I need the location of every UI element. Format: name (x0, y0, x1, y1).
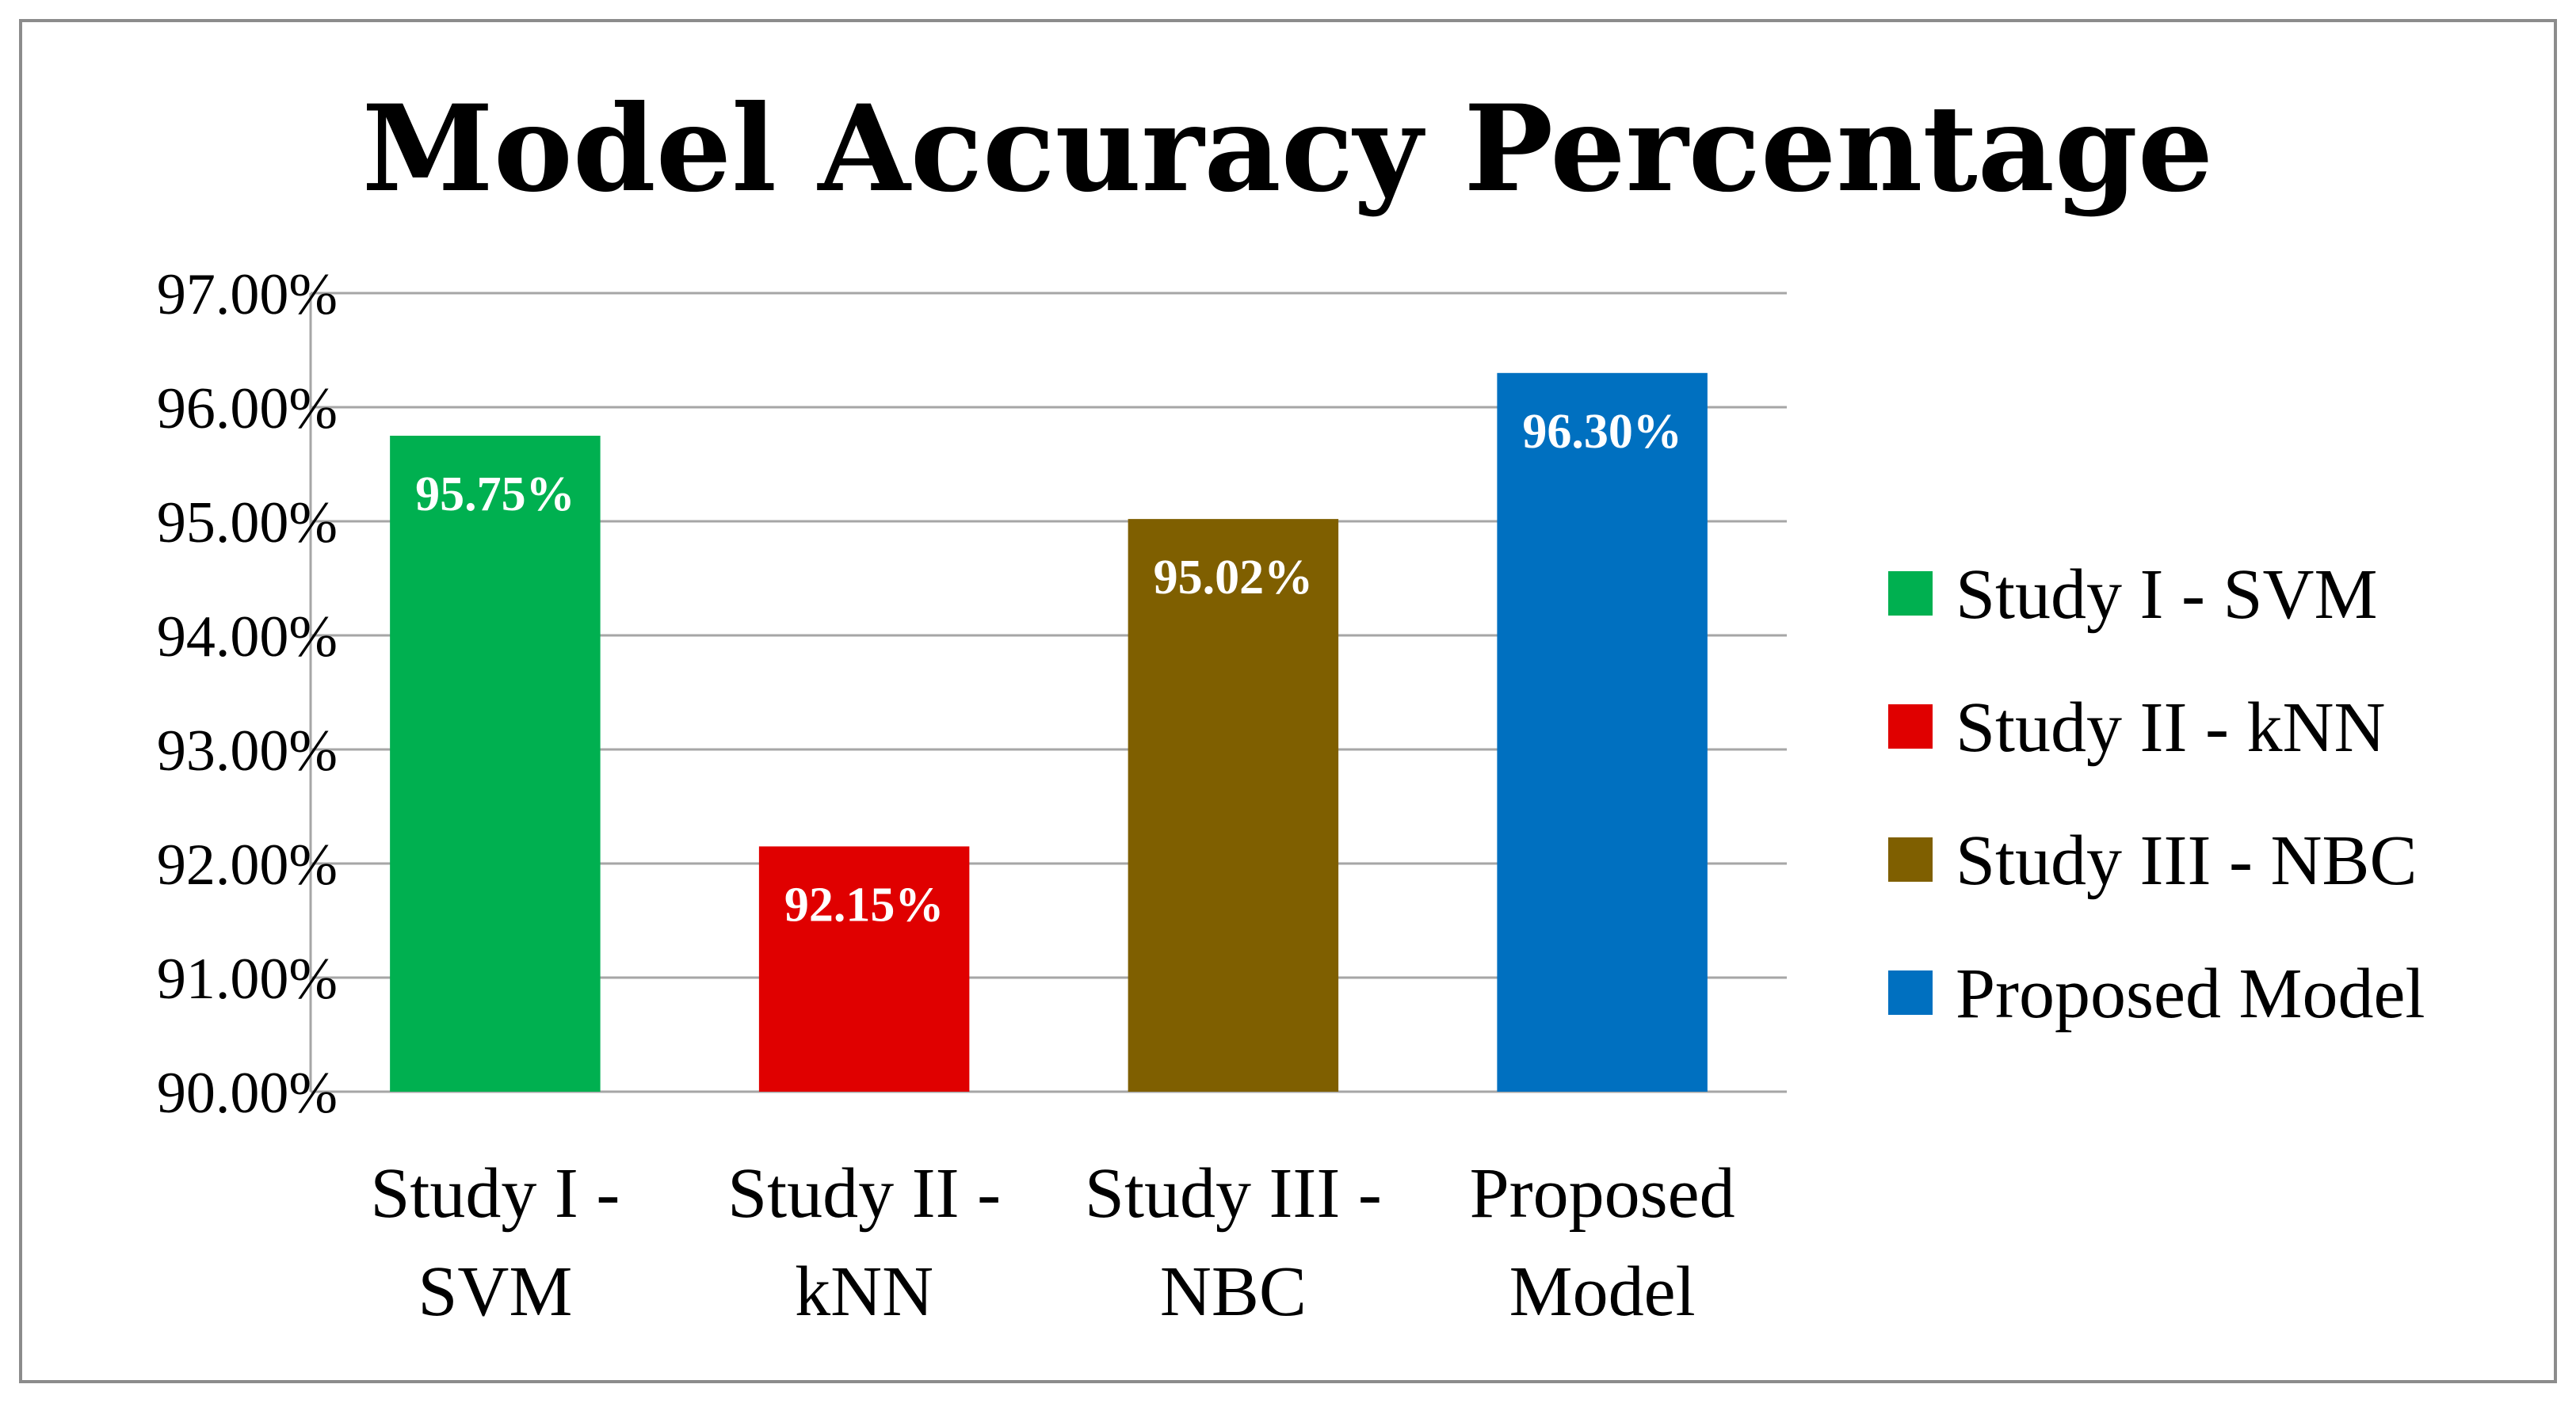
legend-swatch (1888, 837, 1933, 882)
bar (1497, 372, 1708, 1092)
y-tick-label: 96.00% (157, 376, 338, 441)
legend-label: Study III - NBC (1956, 822, 2418, 900)
bar (758, 846, 970, 1092)
bar (390, 436, 601, 1092)
y-axis-tick-labels: 90.00% 91.00% 92.00% 93.00% 94.00% 95.00% 96.0… (157, 262, 338, 1126)
legend-label: Study II - kNN (1956, 688, 2385, 767)
legend-swatch (1888, 571, 1933, 616)
y-tick-label: 94.00% (157, 604, 338, 669)
bar (1128, 519, 1339, 1092)
x-category-label: NBC (1160, 1253, 1307, 1331)
data-label: 95.75% (415, 467, 575, 521)
y-tick-label: 93.00% (157, 719, 338, 784)
legend-label: Proposed Model (1956, 955, 2425, 1033)
x-category-label: kNN (795, 1253, 933, 1331)
x-axis-category-labels: Study I - SVM Study II - kNN Study III - NBC P… (370, 1154, 1735, 1331)
bars (390, 372, 1708, 1092)
legend-swatch (1888, 970, 1933, 1015)
x-category-label: Study III - (1085, 1154, 1382, 1233)
data-label: 95.02% (1154, 551, 1314, 604)
legend-label: Study I - SVM (1956, 555, 2378, 634)
y-tick-label: 92.00% (157, 833, 338, 898)
y-tick-label: 91.00% (157, 947, 338, 1012)
legend-swatch (1888, 704, 1933, 749)
x-category-label: Study I - (370, 1154, 620, 1233)
data-labels: 95.75% 92.15% 95.02% 96.30% (415, 405, 1682, 932)
y-tick-label: 90.00% (157, 1061, 338, 1126)
chart-title: Model Accuracy Percentage (362, 79, 2214, 219)
x-category-label: Proposed (1470, 1154, 1735, 1233)
y-tick-label: 95.00% (157, 490, 338, 555)
x-category-label: SVM (418, 1253, 572, 1331)
x-category-label: Model (1509, 1253, 1696, 1331)
y-tick-label: 97.00% (157, 262, 338, 327)
legend: Study I - SVM Study II - kNN Study III - N… (1888, 555, 2425, 1033)
x-category-label: Study II - (727, 1154, 1001, 1233)
data-label: 92.15% (784, 878, 945, 932)
data-label: 96.30% (1522, 405, 1682, 459)
